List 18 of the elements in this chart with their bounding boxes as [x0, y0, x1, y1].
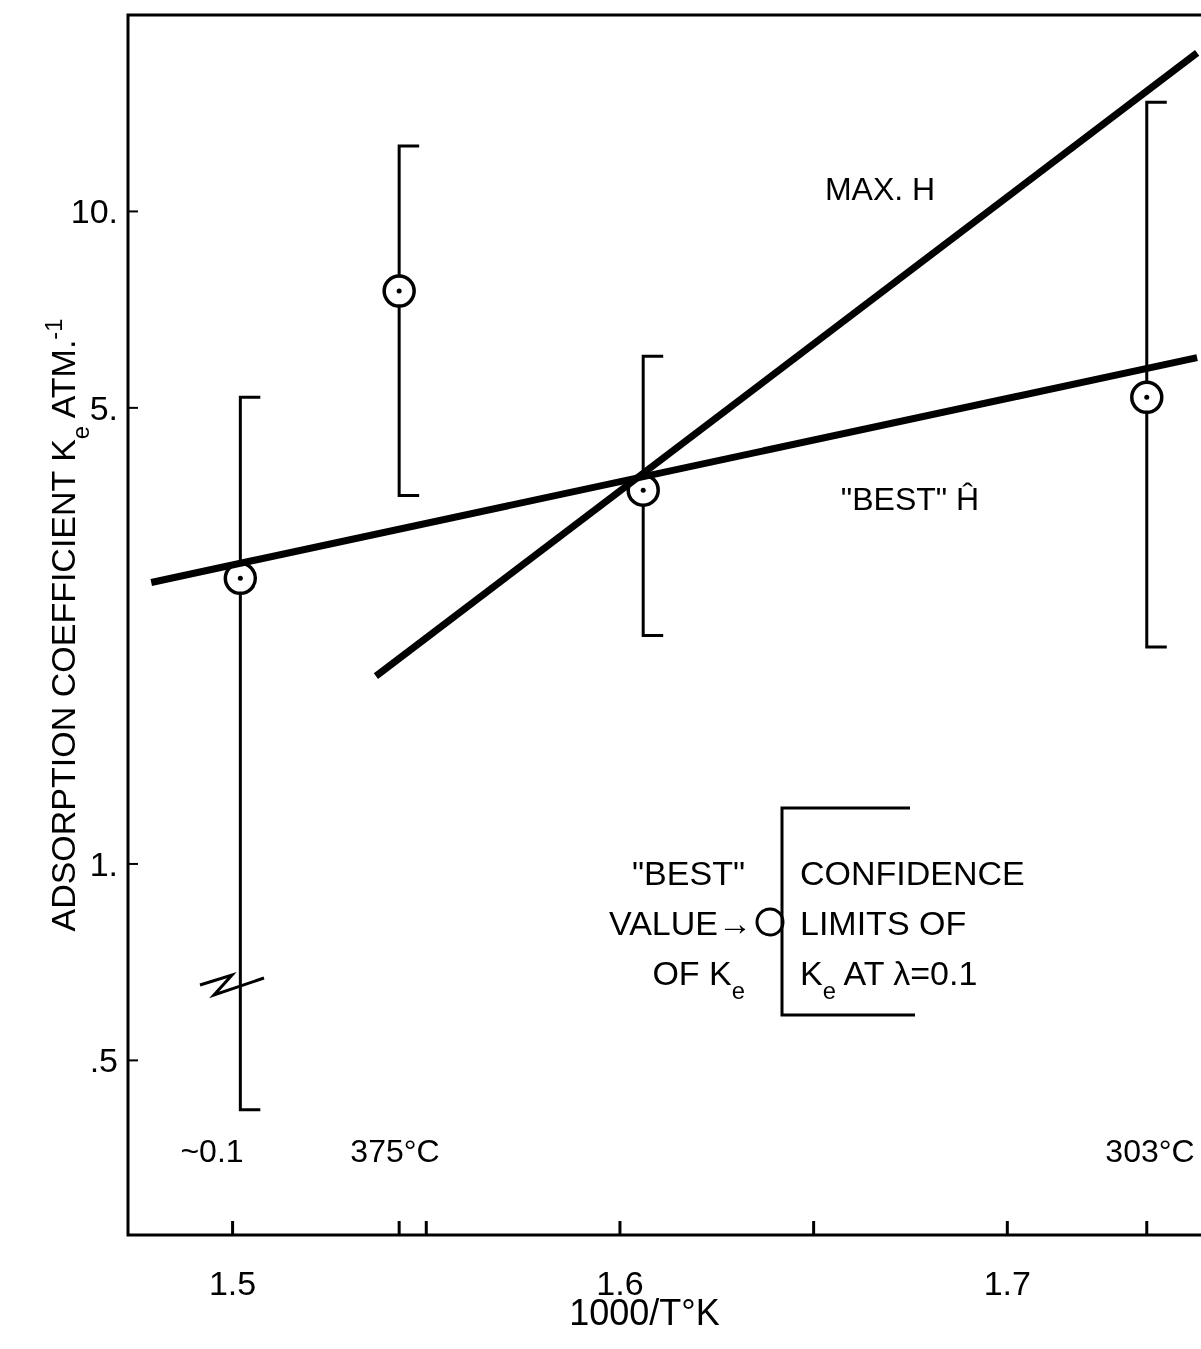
- annotation: OF K$_{e}$: [652, 954, 745, 1004]
- point: [1130, 380, 1164, 415]
- annotation: CONFIDENCE: [800, 854, 1025, 892]
- y-tick-label: 1.: [89, 844, 118, 883]
- y-tick-label: 10.: [70, 192, 118, 231]
- annotation: 375°C: [350, 1133, 440, 1169]
- point: [382, 274, 416, 308]
- y-tick-label: .5: [89, 1041, 118, 1080]
- annotation: 303°C: [1105, 1133, 1195, 1169]
- annotation: LIMITS OF: [800, 904, 967, 942]
- annotation: K$_{e}$ AT λ=0.1: [800, 954, 978, 1004]
- annotation: ~0.1: [180, 1133, 244, 1169]
- annotation: VALUE→: [609, 904, 752, 942]
- annotation: MAX. H: [824, 171, 936, 207]
- annotation: "BEST": [632, 854, 745, 892]
- x-tick-label: 1.5: [208, 1264, 257, 1302]
- annotation: "BEST" Ĥ: [840, 481, 980, 517]
- x-tick-label: 1.7: [983, 1264, 1031, 1302]
